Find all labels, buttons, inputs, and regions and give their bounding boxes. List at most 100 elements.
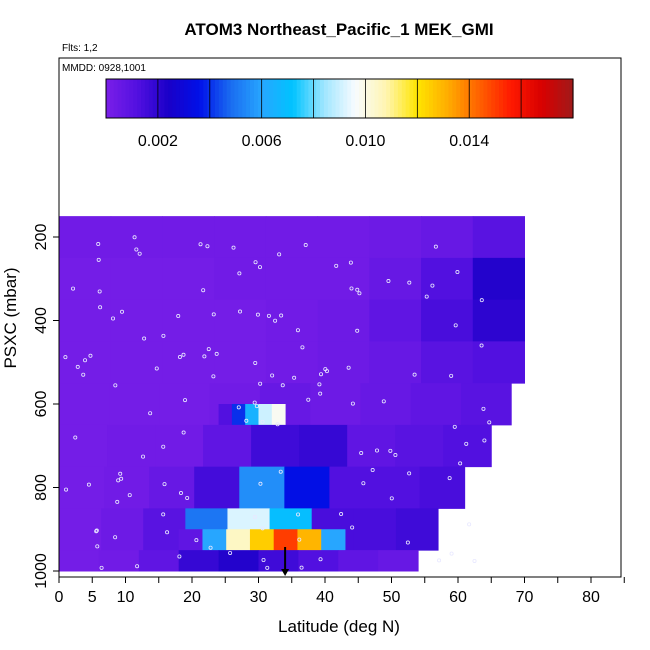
heatmap-cell [419,466,466,509]
sample-point [472,558,477,563]
sample-point [458,461,463,466]
sample-point [99,565,104,570]
heatmap-cell [265,216,319,259]
colorbar-segment [397,79,403,118]
sample-point [452,424,457,429]
sample-point [292,375,297,380]
heatmap-cell [443,424,492,468]
sample-point [73,435,78,440]
sample-point [198,242,203,247]
sample-point [303,243,308,248]
colorbar-segment [495,79,500,118]
x-tick-label: 50 [383,589,401,606]
colorbar-tick-label: 0.014 [449,133,489,150]
colorbar-segment [285,79,290,118]
sample-point [211,312,216,317]
heatmap-cell [109,383,160,426]
heatmap-cell [162,341,215,384]
colorbar-segment [121,79,127,118]
y-tick-label: 400 [33,307,50,334]
sample-point [98,305,103,310]
colorbar-segment [195,79,200,118]
heatmap-cell [472,257,525,301]
sample-point [113,535,118,540]
sample-point [254,404,259,409]
sample-point [318,557,323,562]
colorbar-segment [491,79,496,118]
sample-point [244,418,249,423]
y-tick-label: 600 [33,391,50,418]
colorbar-segment [339,79,344,118]
colorbar [105,78,574,119]
colorbar-segment [117,79,123,118]
sample-point [275,422,280,427]
sample-point [393,453,398,458]
sample-point [148,411,153,416]
sample-point [71,286,76,291]
colorbar-segment [530,79,535,118]
colorbar-segment [557,79,562,118]
colorbar-segment [409,79,415,118]
colorbar-segment [460,79,465,118]
colorbar-tick-label: 0.010 [345,133,385,150]
heatmap-cell [421,341,474,384]
sample-point [464,441,469,446]
colorbar-segment [475,79,481,118]
heatmap-cell [369,341,422,384]
colorbar-segment [288,79,294,118]
colorbar-segment [382,79,387,118]
sample-point [389,496,394,501]
sample-point [141,454,146,459]
sample-point [361,481,366,486]
sample-point [177,554,182,559]
sample-point [318,391,323,396]
colorbar-segment [152,79,158,118]
sample-point [350,525,355,530]
colorbar-segment [522,79,527,118]
sample-point [201,288,206,293]
colorbar-segment [249,79,255,118]
colorbar-segment [510,79,516,118]
sample-point [334,263,339,268]
sample-point [479,343,484,348]
colorbar-segment [292,79,298,118]
colorbar-segment [421,79,426,118]
heatmap-cell [369,299,422,342]
colorbar-segment [429,79,434,118]
colorbar-segment [393,79,399,118]
sample-point [370,468,375,473]
sample-point [64,487,69,492]
sample-point [162,482,167,487]
colorbar-segment [343,79,348,118]
colorbar-segment [370,79,376,118]
heatmap-cell [149,466,195,509]
sample-point [238,309,243,314]
sample-point [255,312,260,317]
sample-point [119,476,124,481]
y-tick-label: 200 [33,224,50,251]
heatmap-cell [421,299,474,342]
x-axis: 0 5 10 20 30 40 50 60 70 80 [55,577,625,606]
sample-point [116,478,121,483]
y-tick-label: 800 [33,474,50,501]
colorbar-segment [246,79,251,118]
sample-point [253,360,258,365]
colorbar-segment [537,79,543,118]
y-axis: 200 400 600 800 1000 [33,224,59,589]
heatmap-cell [421,257,474,301]
x-tick-label: 0 [55,589,64,606]
colorbar-segment [273,79,278,118]
heatmap-cell [317,257,370,301]
y-tick-label: 1000 [33,553,50,589]
sample-point [437,558,442,563]
heatmap-cell [138,550,180,572]
sample-point [317,382,322,387]
colorbar-segment [281,79,286,118]
colorbar-segment [308,79,313,118]
sample-point [94,528,99,533]
sample-point [118,471,123,476]
sample-point [202,354,207,359]
colorbar-segment [487,79,492,118]
heatmap-cell [329,466,376,509]
colorbar-tick-label: 0.002 [138,133,178,150]
